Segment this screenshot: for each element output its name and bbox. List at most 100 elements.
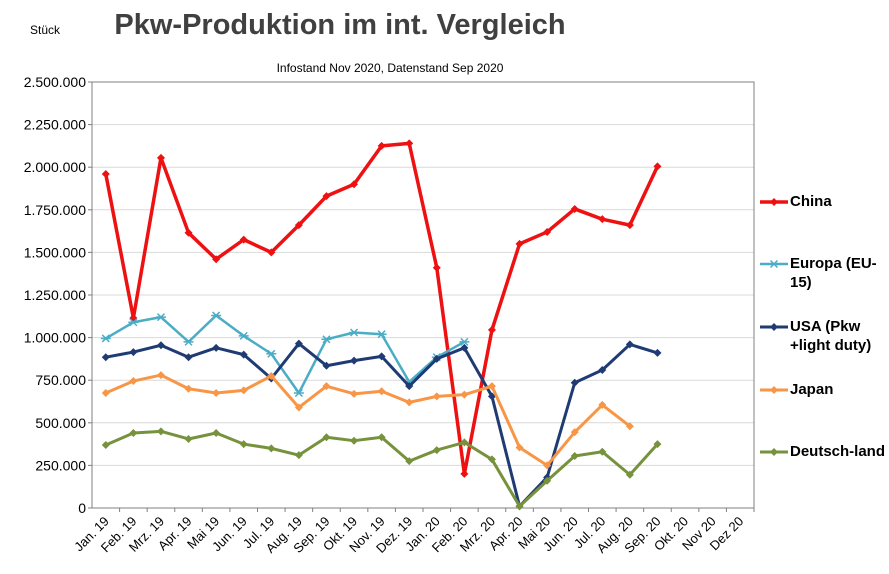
marker: [238, 331, 249, 340]
marker: [212, 429, 221, 438]
marker: [184, 384, 193, 393]
marker: [184, 434, 193, 443]
marker: [350, 436, 359, 445]
marker: [570, 452, 579, 461]
marker: [128, 318, 139, 327]
marker: [515, 502, 524, 511]
marker: [350, 389, 359, 398]
marker: [625, 422, 634, 431]
marker: [769, 259, 779, 269]
marker: [129, 348, 138, 357]
legend-label: USA (Pkw +light duty): [790, 318, 872, 354]
marker: [570, 204, 579, 213]
marker: [543, 227, 552, 236]
marker: [487, 392, 496, 401]
series-line: [105, 342, 658, 508]
legend-label: Deutsch-land: [790, 443, 886, 460]
marker: [432, 263, 441, 272]
marker: [377, 352, 386, 361]
marker: [156, 341, 165, 350]
y-tick-label: 1.750.000: [24, 202, 86, 218]
marker: [405, 139, 414, 148]
y-tick-label: 2.000.000: [24, 159, 86, 175]
marker: [101, 170, 110, 179]
marker: [293, 388, 304, 398]
marker: [350, 180, 359, 189]
marker: [239, 235, 248, 244]
marker: [460, 343, 469, 352]
y-tick-label: 2.500.000: [24, 74, 86, 90]
marker: [294, 403, 303, 412]
marker: [653, 162, 662, 171]
marker: [294, 221, 303, 230]
marker: [432, 446, 441, 455]
marker: [543, 461, 552, 470]
marker: [211, 311, 222, 320]
marker: [212, 343, 221, 352]
marker: [598, 400, 607, 409]
marker: [267, 248, 276, 257]
marker: [212, 255, 221, 264]
marker: [322, 361, 331, 370]
marker: [770, 448, 778, 456]
y-tick-label: 1.000.000: [24, 330, 86, 346]
chart-subtitle: Infostand Nov 2020, Datenstand Sep 2020: [277, 61, 504, 75]
marker: [100, 334, 111, 343]
marker: [239, 350, 248, 359]
marker: [156, 427, 165, 436]
marker: [129, 377, 138, 386]
marker: [376, 330, 387, 339]
marker: [432, 354, 441, 363]
marker: [625, 470, 634, 479]
marker: [183, 337, 194, 346]
marker: [770, 198, 778, 206]
marker: [267, 371, 276, 380]
marker: [239, 386, 248, 395]
series-line: [105, 314, 465, 395]
marker: [625, 340, 634, 349]
series-line: [105, 373, 631, 467]
marker: [266, 349, 277, 358]
marker: [570, 428, 579, 437]
marker: [515, 239, 524, 248]
y-axis-label: Stück: [30, 23, 61, 37]
marker: [377, 141, 386, 150]
marker: [432, 392, 441, 401]
y-tick-label: 0: [78, 500, 86, 516]
marker: [405, 457, 414, 466]
marker: [294, 451, 303, 460]
marker: [770, 386, 778, 394]
marker: [239, 440, 248, 449]
marker: [155, 313, 166, 322]
legend-label: China: [790, 193, 832, 210]
marker: [770, 323, 778, 331]
marker: [570, 378, 579, 387]
marker: [184, 353, 193, 362]
marker: [460, 438, 469, 447]
marker: [101, 388, 110, 397]
y-tick-label: 1.250.000: [24, 287, 86, 303]
marker: [653, 348, 662, 357]
y-tick-label: 250.000: [35, 457, 86, 473]
marker: [515, 443, 524, 452]
marker: [459, 337, 470, 346]
legend-label: Japan: [790, 381, 834, 398]
marker: [101, 353, 110, 362]
y-tick-label: 1.500.000: [24, 244, 86, 260]
marker: [405, 398, 414, 407]
series-line: [104, 141, 660, 476]
y-tick-label: 500.000: [35, 415, 86, 431]
marker: [487, 455, 496, 464]
marker: [322, 382, 331, 391]
chart-title: Pkw-Produktion im int. Vergleich: [114, 9, 565, 41]
marker: [543, 476, 552, 485]
marker: [460, 469, 469, 478]
marker: [625, 221, 634, 230]
marker: [156, 371, 165, 380]
marker: [598, 215, 607, 224]
marker: [598, 447, 607, 456]
marker: [321, 335, 332, 344]
marker: [350, 356, 359, 365]
